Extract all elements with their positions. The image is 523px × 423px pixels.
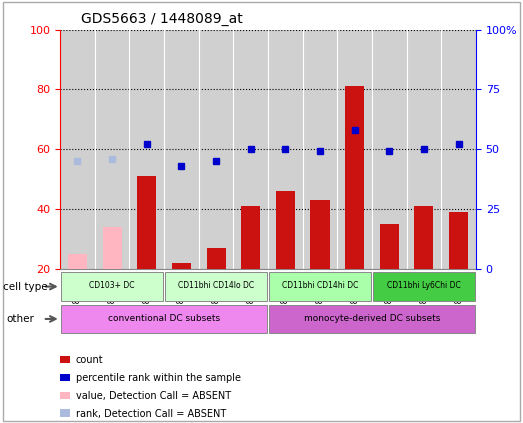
Bar [103, 227, 122, 269]
Text: value, Detection Call = ABSENT: value, Detection Call = ABSENT [76, 391, 231, 401]
Bar [373, 272, 475, 301]
Text: GDS5663 / 1448089_at: GDS5663 / 1448089_at [81, 12, 243, 26]
Bar [61, 305, 267, 332]
Text: cell type: cell type [3, 282, 47, 292]
Text: CD11bhi Ly6Chi DC: CD11bhi Ly6Chi DC [387, 281, 461, 291]
Bar [241, 206, 260, 269]
Text: conventional DC subsets: conventional DC subsets [108, 314, 220, 323]
Bar [269, 272, 371, 301]
Bar [414, 206, 434, 269]
Text: CD11bhi CD14lo DC: CD11bhi CD14lo DC [178, 281, 254, 291]
Text: rank, Detection Call = ABSENT: rank, Detection Call = ABSENT [76, 409, 226, 419]
Bar [449, 212, 468, 269]
Bar [61, 272, 163, 301]
Bar [269, 305, 475, 332]
Bar [276, 191, 295, 269]
Text: CD11bhi CD14hi DC: CD11bhi CD14hi DC [282, 281, 358, 291]
Text: other: other [6, 314, 34, 324]
Bar [172, 263, 191, 269]
Bar [380, 224, 399, 269]
Text: monocyte-derived DC subsets: monocyte-derived DC subsets [304, 314, 440, 323]
Bar [68, 254, 87, 269]
Text: CD103+ DC: CD103+ DC [89, 281, 135, 291]
Bar [345, 86, 364, 269]
Text: count: count [76, 355, 104, 365]
Bar [311, 200, 329, 269]
Text: percentile rank within the sample: percentile rank within the sample [76, 373, 241, 383]
Bar [207, 248, 225, 269]
Bar [137, 176, 156, 269]
Bar [165, 272, 267, 301]
